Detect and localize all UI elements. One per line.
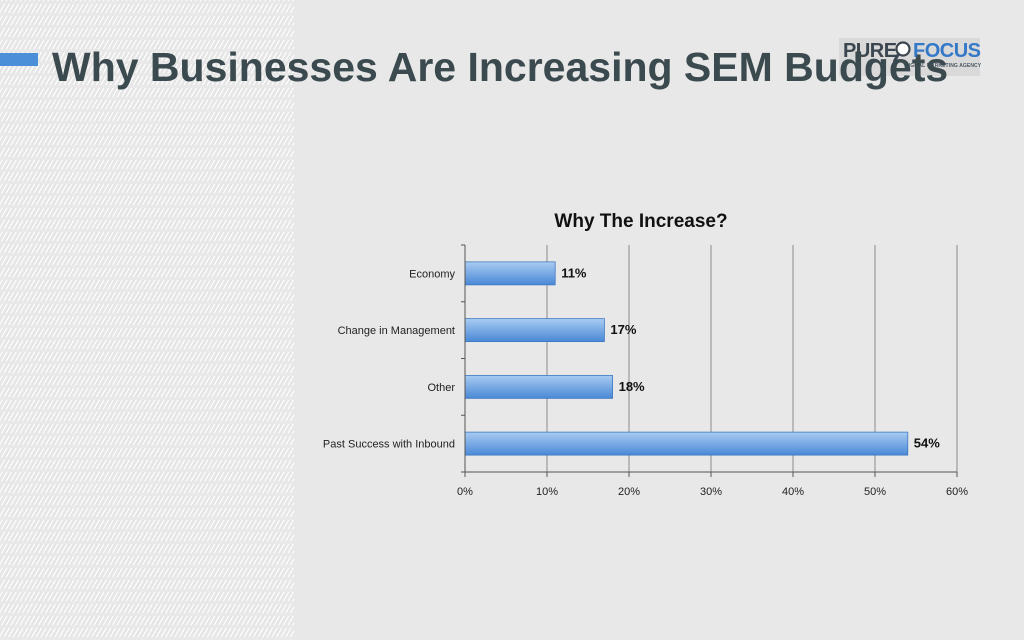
hatched-background-panel [0, 0, 294, 640]
logo-tagline: DIGITAL MARKETING AGENCY [905, 63, 982, 69]
category-label: Change in Management [338, 325, 455, 337]
bar-0 [464, 261, 556, 286]
page-title: Why Businesses Are Increasing SEM Budget… [52, 44, 949, 90]
data-label: 11% [561, 265, 587, 280]
category-label: Economy [409, 268, 455, 280]
title-accent-bar [0, 53, 38, 66]
magnifying-glass-icon [893, 41, 911, 63]
bar-2 [464, 374, 614, 399]
data-label: 54% [914, 436, 940, 451]
data-label: 17% [610, 322, 636, 337]
bar-3 [464, 431, 909, 456]
x-tick-label: 60% [946, 486, 968, 498]
logo-word-left: PURE [843, 40, 897, 62]
chart-title: Why The Increase? [554, 211, 727, 232]
x-tick-label: 20% [618, 486, 640, 498]
x-tick-label: 10% [536, 486, 558, 498]
data-label: 18% [619, 379, 645, 394]
x-tick-label: 50% [864, 486, 886, 498]
x-tick-label: 40% [782, 486, 804, 498]
bar-1 [464, 318, 605, 343]
logo-word-right: FOCUS [913, 40, 981, 62]
category-label: Other [427, 382, 455, 394]
category-label: Past Success with Inbound [323, 439, 455, 451]
brand-logo: PURE FOCUS DIGITAL MARKETING AGENCY [839, 38, 982, 76]
x-tick-label: 30% [700, 486, 722, 498]
x-tick-label: 0% [457, 486, 473, 498]
